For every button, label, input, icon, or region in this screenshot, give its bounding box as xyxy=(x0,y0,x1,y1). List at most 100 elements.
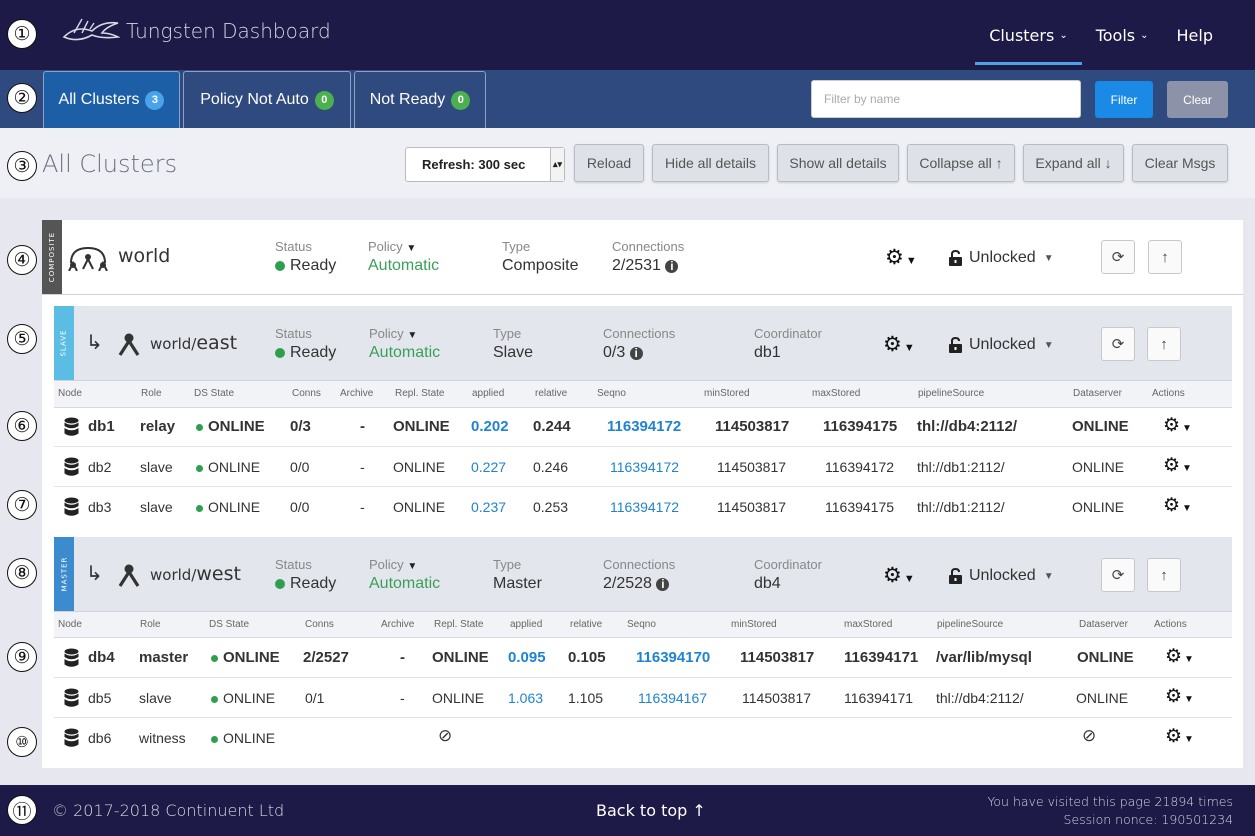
field-label: Status xyxy=(275,326,312,341)
filter-input[interactable] xyxy=(811,80,1081,118)
applied-latency[interactable]: 0.227 xyxy=(471,459,507,475)
cluster-header-west[interactable]: MASTER ↳ world/west Status Ready Policy ▼… xyxy=(54,537,1232,612)
refresh-cluster-button[interactable]: ⟳ xyxy=(1101,558,1135,592)
applied-latency[interactable]: 0.202 xyxy=(471,418,509,435)
lock-dropdown[interactable]: Unlocked ▼ xyxy=(949,336,1054,354)
lock-dropdown[interactable]: Unlocked ▼ xyxy=(949,567,1054,585)
policy-field[interactable]: Policy ▼ Automatic xyxy=(369,557,440,593)
cluster-actions-gear[interactable]: ⚙ ▼ xyxy=(883,563,915,588)
applied-latency[interactable]: 0.237 xyxy=(471,499,507,515)
chevron-down-icon[interactable]: ▼ xyxy=(407,330,418,341)
table-row[interactable]: db4 master ONLINE 2/2527 - ONLINE 0.095 … xyxy=(54,638,1232,678)
filter-button[interactable]: Filter xyxy=(1095,81,1153,118)
cluster-actions-gear[interactable]: ⚙ ▼ xyxy=(883,332,915,357)
nav-clusters[interactable]: Clusters ⌄ xyxy=(975,0,1082,70)
app-logo[interactable]: Tungsten Dashboard xyxy=(62,17,331,45)
top-navbar: Tungsten Dashboard Clusters ⌄ Tools ⌄ Help xyxy=(0,0,1255,70)
node-name[interactable]: db4 xyxy=(88,649,115,666)
node-name[interactable]: db5 xyxy=(88,690,112,706)
chevron-down-icon[interactable]: ▼ xyxy=(407,561,418,572)
reload-button[interactable]: Reload xyxy=(574,144,644,182)
hide-all-details-button[interactable]: Hide all details xyxy=(652,144,769,182)
col-dataserver: Dataserver xyxy=(1079,619,1128,630)
composite-cluster-header[interactable]: COMPOSITE world Status Ready Policy ▼ Auto… xyxy=(42,220,1243,295)
clear-msgs-button[interactable]: Clear Msgs xyxy=(1132,144,1228,182)
cluster-name[interactable]: world/west xyxy=(150,563,241,585)
arrow-up-icon: ↑ xyxy=(1160,335,1168,353)
cluster-name[interactable]: world xyxy=(118,245,171,267)
seqno[interactable]: 116394172 xyxy=(610,499,680,515)
tab-policy-not-auto[interactable]: Policy Not Auto 0 xyxy=(183,71,351,128)
chevron-down-icon: ▼ xyxy=(1184,654,1194,665)
lock-dropdown[interactable]: Unlocked ▼ xyxy=(949,249,1054,267)
collapse-all-button[interactable]: Collapse all ↑ xyxy=(907,144,1015,182)
table-row[interactable]: db1 relay ONLINE 0/3 - ONLINE 0.202 0.24… xyxy=(54,407,1232,447)
refresh-icon: ⟳ xyxy=(1111,567,1125,584)
connections-field: Connections 0/3 i xyxy=(603,326,675,362)
field-label: Connections xyxy=(603,557,676,572)
show-all-details-button[interactable]: Show all details xyxy=(777,144,899,182)
collapse-cluster-button[interactable]: ↑ xyxy=(1148,240,1182,274)
field-label: Type xyxy=(502,239,531,254)
refresh-interval-select[interactable]: Refresh: 300 sec ▴▾ xyxy=(405,147,565,182)
table-row[interactable]: db5 slave ONLINE 0/1 - ONLINE 1.063 1.10… xyxy=(54,678,1232,718)
ds-state-text: ONLINE xyxy=(223,690,276,706)
cluster-header-east[interactable]: SLAVE ↳ world/east Status Ready Policy ▼ A… xyxy=(54,306,1232,381)
info-icon[interactable]: i xyxy=(629,347,643,360)
info-icon[interactable]: i xyxy=(656,578,670,591)
collapse-cluster-button[interactable]: ↑ xyxy=(1147,327,1181,361)
table-row[interactable]: db2 slave ONLINE 0/0 - ONLINE 0.227 0.24… xyxy=(54,447,1232,487)
col-max-stored: maxStored xyxy=(812,388,861,399)
node-name[interactable]: db6 xyxy=(88,730,112,746)
seqno[interactable]: 116394172 xyxy=(607,418,682,435)
policy-field[interactable]: Policy ▼ Automatic xyxy=(369,326,440,362)
collapse-cluster-button[interactable]: ↑ xyxy=(1147,558,1181,592)
node-actions-gear[interactable]: ⚙ ▼ xyxy=(1165,725,1194,748)
refresh-cluster-button[interactable]: ⟳ xyxy=(1101,327,1135,361)
unlock-icon xyxy=(949,568,962,584)
applied-latency[interactable]: 1.063 xyxy=(508,690,544,706)
annotation-marker-7: ⑦ xyxy=(7,490,37,520)
nav-tools[interactable]: Tools ⌄ xyxy=(1082,0,1163,70)
conns: 0/1 xyxy=(305,690,325,706)
col-relative: relative xyxy=(570,619,603,630)
clear-filter-button[interactable]: Clear xyxy=(1167,81,1228,118)
applied-latency[interactable]: 0.095 xyxy=(508,649,546,666)
node-actions-gear[interactable]: ⚙ ▼ xyxy=(1163,494,1192,517)
chevron-down-icon[interactable]: ▼ xyxy=(406,243,417,254)
table-row[interactable]: db3 slave ONLINE 0/0 - ONLINE 0.237 0.25… xyxy=(54,487,1232,527)
ready-dot-icon xyxy=(275,260,285,271)
info-icon[interactable]: i xyxy=(665,260,679,273)
node-actions-gear[interactable]: ⚙ ▼ xyxy=(1163,414,1192,437)
slave-tag: SLAVE xyxy=(54,306,74,380)
tab-not-ready[interactable]: Not Ready 0 xyxy=(354,71,486,128)
visit-count: You have visited this page 21894 times xyxy=(987,794,1233,809)
seqno[interactable]: 116394170 xyxy=(636,649,711,666)
cluster-name[interactable]: world/east xyxy=(150,332,237,354)
node-name[interactable]: db3 xyxy=(88,499,112,515)
policy-field[interactable]: Policy ▼ Automatic xyxy=(368,239,439,275)
seqno[interactable]: 116394172 xyxy=(610,459,680,475)
table-row[interactable]: db6 witness ONLINE ⊘ ⊘ ⚙ ▼ xyxy=(54,718,1232,758)
expand-all-button[interactable]: Expand all ↓ xyxy=(1023,144,1124,182)
nav-help[interactable]: Help xyxy=(1163,0,1227,70)
node-actions-gear[interactable]: ⚙ ▼ xyxy=(1163,454,1192,477)
node-actions-gear[interactable]: ⚙ ▼ xyxy=(1165,685,1194,708)
ds-state-text: ONLINE xyxy=(223,649,280,666)
annotation-marker-10: ⑩ xyxy=(7,727,37,757)
back-to-top-link[interactable]: Back to top ↑ xyxy=(596,801,706,820)
node-name[interactable]: db1 xyxy=(88,418,115,435)
type-value: Master xyxy=(493,575,542,592)
cluster-actions-gear[interactable]: ⚙ ▼ xyxy=(885,245,917,270)
seqno[interactable]: 116394167 xyxy=(638,690,708,706)
annotation-marker-2: ② xyxy=(7,83,37,113)
archive: - xyxy=(400,690,405,706)
coordinator-value: db1 xyxy=(754,344,781,361)
count-badge: 3 xyxy=(145,90,165,110)
node-actions-gear[interactable]: ⚙ ▼ xyxy=(1165,645,1194,668)
chevron-down-icon: ▼ xyxy=(1043,339,1054,351)
refresh-cluster-button[interactable]: ⟳ xyxy=(1101,240,1135,274)
node-name[interactable]: db2 xyxy=(88,459,112,475)
tab-all-clusters[interactable]: All Clusters 3 xyxy=(43,71,180,128)
field-label: Policy xyxy=(369,557,404,572)
